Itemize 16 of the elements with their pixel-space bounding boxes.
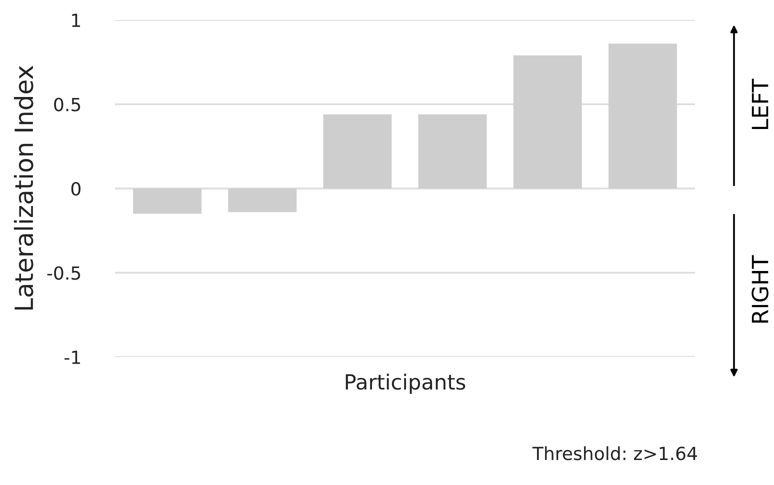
y-tick-label: 0.5 — [54, 98, 80, 112]
bar — [133, 188, 202, 214]
text: Threshold: z>1.64 — [532, 446, 697, 460]
y-axis-title: Lateralization Index — [14, 66, 34, 310]
y-tick-label: 0 — [71, 182, 80, 196]
text: LEFT — [752, 78, 768, 130]
bar — [513, 55, 582, 188]
y-tick-label: -0.5 — [47, 266, 80, 280]
bar — [323, 114, 392, 188]
bar — [418, 114, 487, 188]
bar — [608, 44, 677, 188]
y-tick-label: 1 — [72, 14, 80, 27]
x-axis-title: Participants — [346, 374, 466, 394]
y-tick-label: -1 — [64, 350, 80, 364]
text: RIGHT — [752, 255, 768, 323]
bar — [228, 188, 297, 212]
